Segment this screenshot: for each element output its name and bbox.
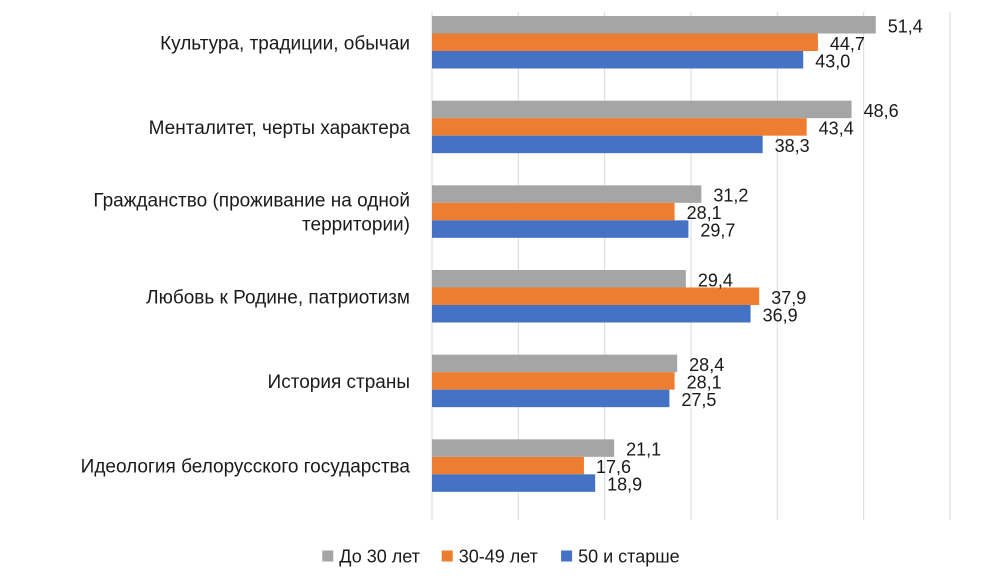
bar: [432, 16, 876, 34]
data-label: 37,9: [771, 288, 806, 308]
legend-swatch: [322, 550, 334, 562]
bar: [432, 270, 686, 288]
data-label: 18,9: [607, 475, 642, 495]
bar: [432, 305, 751, 323]
bar: [432, 118, 807, 136]
category-label: Гражданство (проживание на одной: [93, 191, 410, 212]
data-label: 29,4: [698, 270, 733, 290]
bar: [432, 220, 689, 238]
data-label: 17,6: [596, 457, 631, 477]
data-label: 44,7: [830, 34, 865, 54]
legend-swatch: [441, 550, 453, 562]
bar: [432, 389, 670, 408]
category-label: Любовь к Родине, патриотизм: [146, 287, 410, 308]
legend: До 30 лет 30-49 лет 50 и старше: [322, 547, 680, 567]
category-label: Менталитет, черты характера: [149, 118, 411, 139]
bar: [432, 474, 596, 492]
legend-swatch: [561, 550, 573, 562]
data-label: 21,1: [626, 440, 661, 460]
bar: [432, 456, 584, 475]
data-label: 48,6: [864, 101, 899, 121]
data-label: 51,4: [888, 16, 923, 36]
legend-label: 30-49 лет: [459, 547, 538, 567]
bar: [432, 100, 852, 119]
legend-label: 50 и старше: [578, 547, 680, 567]
data-label: 38,3: [775, 136, 810, 156]
category-label: Идеология белорусского государства: [81, 457, 411, 478]
bar: [432, 202, 675, 221]
data-label: 28,4: [689, 355, 724, 375]
bar: [432, 287, 760, 305]
category-label: территории): [302, 215, 410, 236]
data-label: 43,4: [819, 118, 854, 138]
data-label: 36,9: [763, 305, 798, 325]
data-labels: 51,444,743,048,643,438,331,228,129,729,4…: [596, 16, 923, 494]
bar: [432, 439, 615, 457]
category-label: Культура, традиции, обычаи: [160, 33, 410, 54]
data-label: 27,5: [681, 390, 716, 410]
bars: [432, 16, 876, 492]
data-label: 43,0: [815, 51, 850, 71]
data-label: 31,2: [713, 186, 748, 206]
bar: [432, 33, 818, 51]
category-label: История страны: [268, 372, 410, 393]
bar: [432, 185, 702, 203]
category-labels: Культура, традиции, обычаи Менталитет, че…: [81, 33, 411, 477]
bar: [432, 354, 678, 373]
legend-label: До 30 лет: [339, 547, 420, 567]
bar: [432, 135, 763, 154]
bar: [432, 51, 804, 69]
data-label: 28,1: [687, 203, 722, 223]
data-label: 28,1: [687, 372, 722, 392]
gridlines: [431, 12, 951, 520]
bar: [432, 372, 675, 390]
data-label: 29,7: [700, 221, 735, 241]
